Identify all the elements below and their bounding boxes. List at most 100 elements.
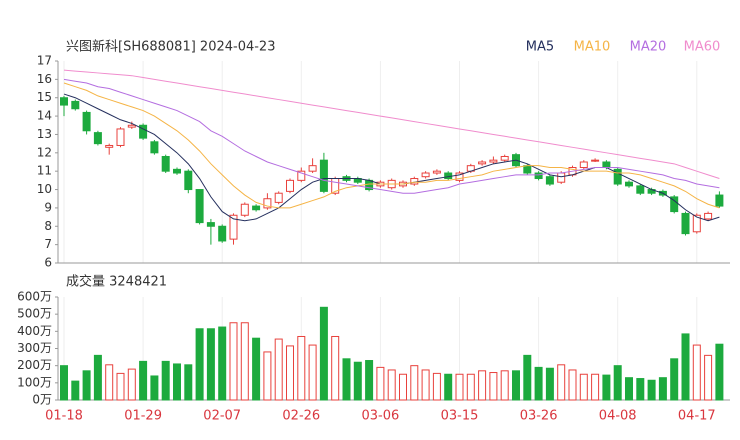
volume-tick-label: 100万 — [17, 375, 52, 389]
volume-tick-label: 500万 — [17, 307, 52, 321]
volume-bar — [579, 373, 588, 401]
volume-bar — [184, 364, 193, 401]
legend-label: MA20 — [630, 40, 667, 55]
candle-body — [184, 170, 193, 191]
candle-body — [591, 159, 600, 162]
y-tick-label: 14 — [37, 109, 52, 123]
candle-body — [240, 203, 249, 216]
volume-bar — [206, 328, 215, 401]
volume-bar — [150, 375, 159, 401]
candle-body — [218, 225, 227, 242]
volume-bar — [625, 377, 633, 401]
volume-bar — [421, 369, 430, 401]
candle-body — [715, 194, 724, 207]
volume-bar — [116, 372, 125, 401]
legend-label: MA5 — [526, 40, 554, 55]
candle-body — [195, 189, 204, 224]
candle-body — [670, 196, 679, 213]
candle-body — [308, 165, 317, 172]
candle-body — [116, 128, 125, 146]
volume-bar — [636, 378, 645, 401]
y-tick-label: 8 — [44, 219, 52, 233]
chart-title: 兴图新科[SH688081] 2024-04-23 — [66, 39, 275, 55]
volume-bar — [489, 372, 498, 401]
volume-bar — [240, 322, 249, 401]
candle-body — [93, 132, 102, 145]
volume-bar — [715, 343, 724, 401]
candle-body — [60, 97, 68, 106]
candle-body — [161, 155, 170, 172]
volume-bar — [139, 360, 148, 401]
volume-bar — [274, 338, 283, 401]
volume-bar — [376, 366, 385, 401]
candle-body — [444, 172, 453, 180]
volume-bar — [466, 373, 475, 401]
x-tick-label: 03-26 — [520, 409, 558, 424]
candle-body — [173, 168, 181, 174]
x-tick-label: 03-06 — [362, 409, 400, 424]
candle-body — [274, 192, 283, 203]
legend-label: MA60 — [684, 40, 721, 55]
volume-bar — [602, 374, 611, 401]
volume-tick-label: 200万 — [17, 358, 52, 372]
candle-body — [534, 172, 543, 180]
volume-bar — [229, 322, 238, 401]
candle-body — [625, 181, 633, 187]
volume-bar — [353, 361, 362, 401]
candle-body — [636, 185, 645, 194]
volume-bar — [647, 379, 656, 401]
volume-bar — [568, 369, 577, 401]
volume-bar — [127, 368, 136, 401]
candle-body — [557, 172, 566, 183]
volume-tick-label: 0万 — [32, 393, 52, 407]
volume-bar — [399, 373, 407, 401]
candle-body — [500, 155, 509, 161]
volume-bar — [478, 370, 487, 401]
volume-bar — [331, 335, 340, 401]
candle-body — [478, 161, 487, 165]
volume-bar — [681, 333, 690, 401]
candle-body — [681, 212, 690, 235]
volume-bar — [286, 345, 294, 401]
x-tick-label: 03-15 — [441, 409, 479, 424]
y-tick-label: 15 — [37, 90, 52, 104]
volume-bar — [263, 351, 272, 401]
x-tick-label: 02-07 — [203, 409, 241, 424]
volume-bar — [218, 326, 227, 401]
candle-body — [523, 165, 532, 174]
volume-tick-label: 400万 — [17, 324, 52, 338]
candle-body — [229, 214, 238, 240]
volume-bar — [670, 358, 679, 401]
candle-body — [489, 159, 498, 163]
volume-bar — [500, 370, 509, 401]
volume-tick-label: 600万 — [17, 290, 52, 304]
candle-body — [263, 198, 272, 209]
y-tick-label: 16 — [37, 72, 52, 86]
volume-bar — [195, 328, 204, 401]
volume-bar — [591, 373, 600, 401]
candle-body — [206, 222, 215, 227]
candle-body — [297, 170, 306, 181]
y-tick-label: 9 — [44, 200, 52, 214]
volume-bar — [455, 373, 464, 401]
ma-line — [63, 82, 720, 209]
volume-label: 成交量 3248421 — [66, 274, 167, 290]
volume-bar — [512, 370, 520, 401]
volume-bar — [71, 380, 80, 401]
volume-bar — [319, 306, 328, 401]
volume-bar — [523, 354, 532, 401]
volume-bar — [444, 373, 453, 401]
volume-bar — [60, 365, 68, 401]
candle-body — [613, 168, 622, 185]
candle-body — [82, 111, 91, 132]
volume-bar — [658, 377, 667, 401]
volume-bar — [161, 360, 170, 401]
candle-body — [71, 100, 80, 110]
volume-bar — [342, 358, 351, 401]
volume-bar — [105, 364, 114, 401]
y-tick-label: 12 — [37, 145, 52, 159]
volume-bar — [365, 360, 374, 401]
legend-label: MA10 — [574, 40, 611, 55]
ma-line — [63, 78, 720, 194]
